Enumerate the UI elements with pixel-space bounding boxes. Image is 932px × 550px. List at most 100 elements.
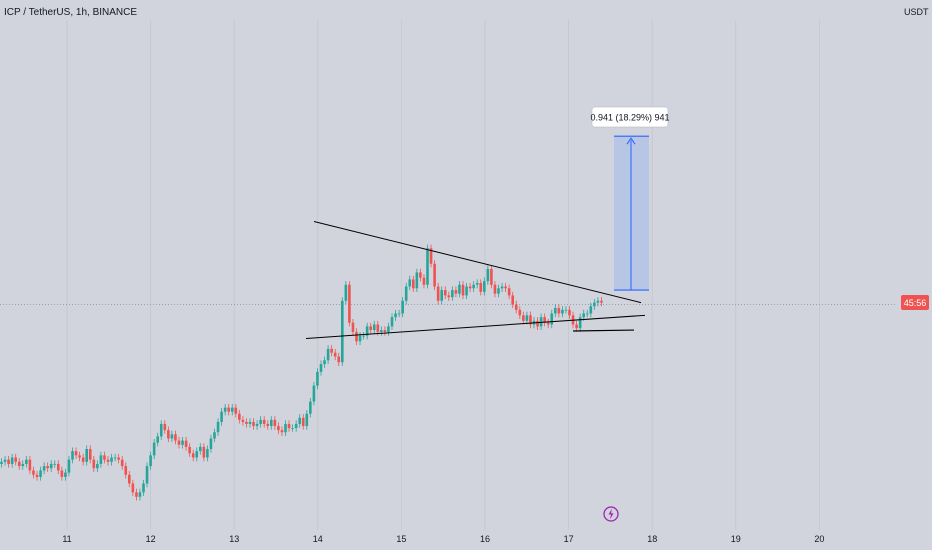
candle <box>294 423 298 429</box>
x-tick-label: 15 <box>396 534 406 544</box>
candle <box>145 466 149 484</box>
candle <box>35 474 39 477</box>
candle <box>490 268 493 285</box>
candle <box>468 286 472 289</box>
candle <box>57 463 60 471</box>
candle <box>25 459 28 464</box>
candle <box>85 449 88 462</box>
candle <box>156 436 159 443</box>
candle <box>21 463 25 467</box>
candle <box>184 440 188 447</box>
candle <box>365 326 369 336</box>
candle <box>99 455 103 464</box>
flash-icon[interactable] <box>603 506 619 522</box>
candle <box>0 461 3 464</box>
candle <box>358 335 362 342</box>
candle <box>223 407 227 412</box>
candle <box>486 268 490 282</box>
candle <box>142 483 145 493</box>
trendlines <box>305 221 646 339</box>
candle <box>330 348 333 353</box>
candle <box>92 459 96 469</box>
candle <box>326 348 330 361</box>
candle <box>188 446 191 454</box>
candle <box>103 455 106 460</box>
candle <box>554 308 557 314</box>
candle <box>401 300 404 314</box>
candle <box>319 364 323 372</box>
upper-trendline[interactable] <box>313 221 642 304</box>
candle <box>582 313 585 318</box>
candle <box>408 279 412 287</box>
candle <box>117 457 120 460</box>
candle <box>589 306 593 314</box>
candle <box>159 423 163 437</box>
candle <box>525 315 529 321</box>
candle <box>316 371 319 386</box>
candle <box>280 430 284 433</box>
candle <box>248 421 252 424</box>
candle <box>575 324 578 329</box>
candle <box>443 290 447 296</box>
candle <box>369 326 372 331</box>
candle <box>529 315 532 325</box>
candle <box>67 459 71 473</box>
candle <box>10 457 14 464</box>
x-tick-label: 11 <box>62 534 71 544</box>
candle <box>380 330 383 332</box>
lower-trendline[interactable] <box>305 314 646 339</box>
candle <box>323 360 326 365</box>
candle <box>60 470 64 477</box>
candle <box>518 309 522 316</box>
measure-arrow-head <box>626 137 636 145</box>
candle <box>564 309 568 311</box>
candle <box>120 459 124 467</box>
candle <box>561 309 564 314</box>
candle <box>344 284 348 301</box>
candle <box>511 295 514 305</box>
candle <box>128 474 131 484</box>
candle <box>362 335 365 337</box>
candle <box>28 459 32 471</box>
candle <box>277 426 280 431</box>
candle <box>252 421 255 427</box>
candle <box>234 407 238 414</box>
candle <box>372 324 376 331</box>
candle <box>170 434 174 439</box>
x-tick-label: 13 <box>229 534 239 544</box>
candle <box>337 356 341 363</box>
x-tick-label: 20 <box>814 534 824 544</box>
candle <box>422 277 426 285</box>
candle <box>546 322 550 325</box>
candle <box>195 451 199 458</box>
candle <box>49 463 53 469</box>
candle <box>270 419 273 427</box>
candle <box>209 438 213 450</box>
candle <box>131 483 135 493</box>
candle <box>106 459 110 462</box>
x-tick-label: 14 <box>313 534 323 544</box>
candle <box>383 330 387 332</box>
candle <box>88 449 92 460</box>
candle <box>167 430 170 439</box>
candle <box>447 295 451 298</box>
candle <box>493 284 497 294</box>
candle <box>387 326 390 332</box>
candle <box>14 457 17 462</box>
candle <box>291 428 294 429</box>
support-line[interactable] <box>572 329 635 332</box>
candle <box>333 352 337 357</box>
candle <box>397 313 401 315</box>
candle <box>7 459 10 464</box>
candle <box>284 423 287 433</box>
candle <box>309 401 312 414</box>
candle <box>305 413 309 427</box>
candle <box>220 411 223 422</box>
price-tag-label: 45:56 <box>904 298 927 308</box>
chart-title: ICP / TetherUS, 1h, BINANCE <box>4 7 137 18</box>
candle <box>216 421 220 433</box>
candle <box>266 423 270 427</box>
candle <box>245 421 248 424</box>
